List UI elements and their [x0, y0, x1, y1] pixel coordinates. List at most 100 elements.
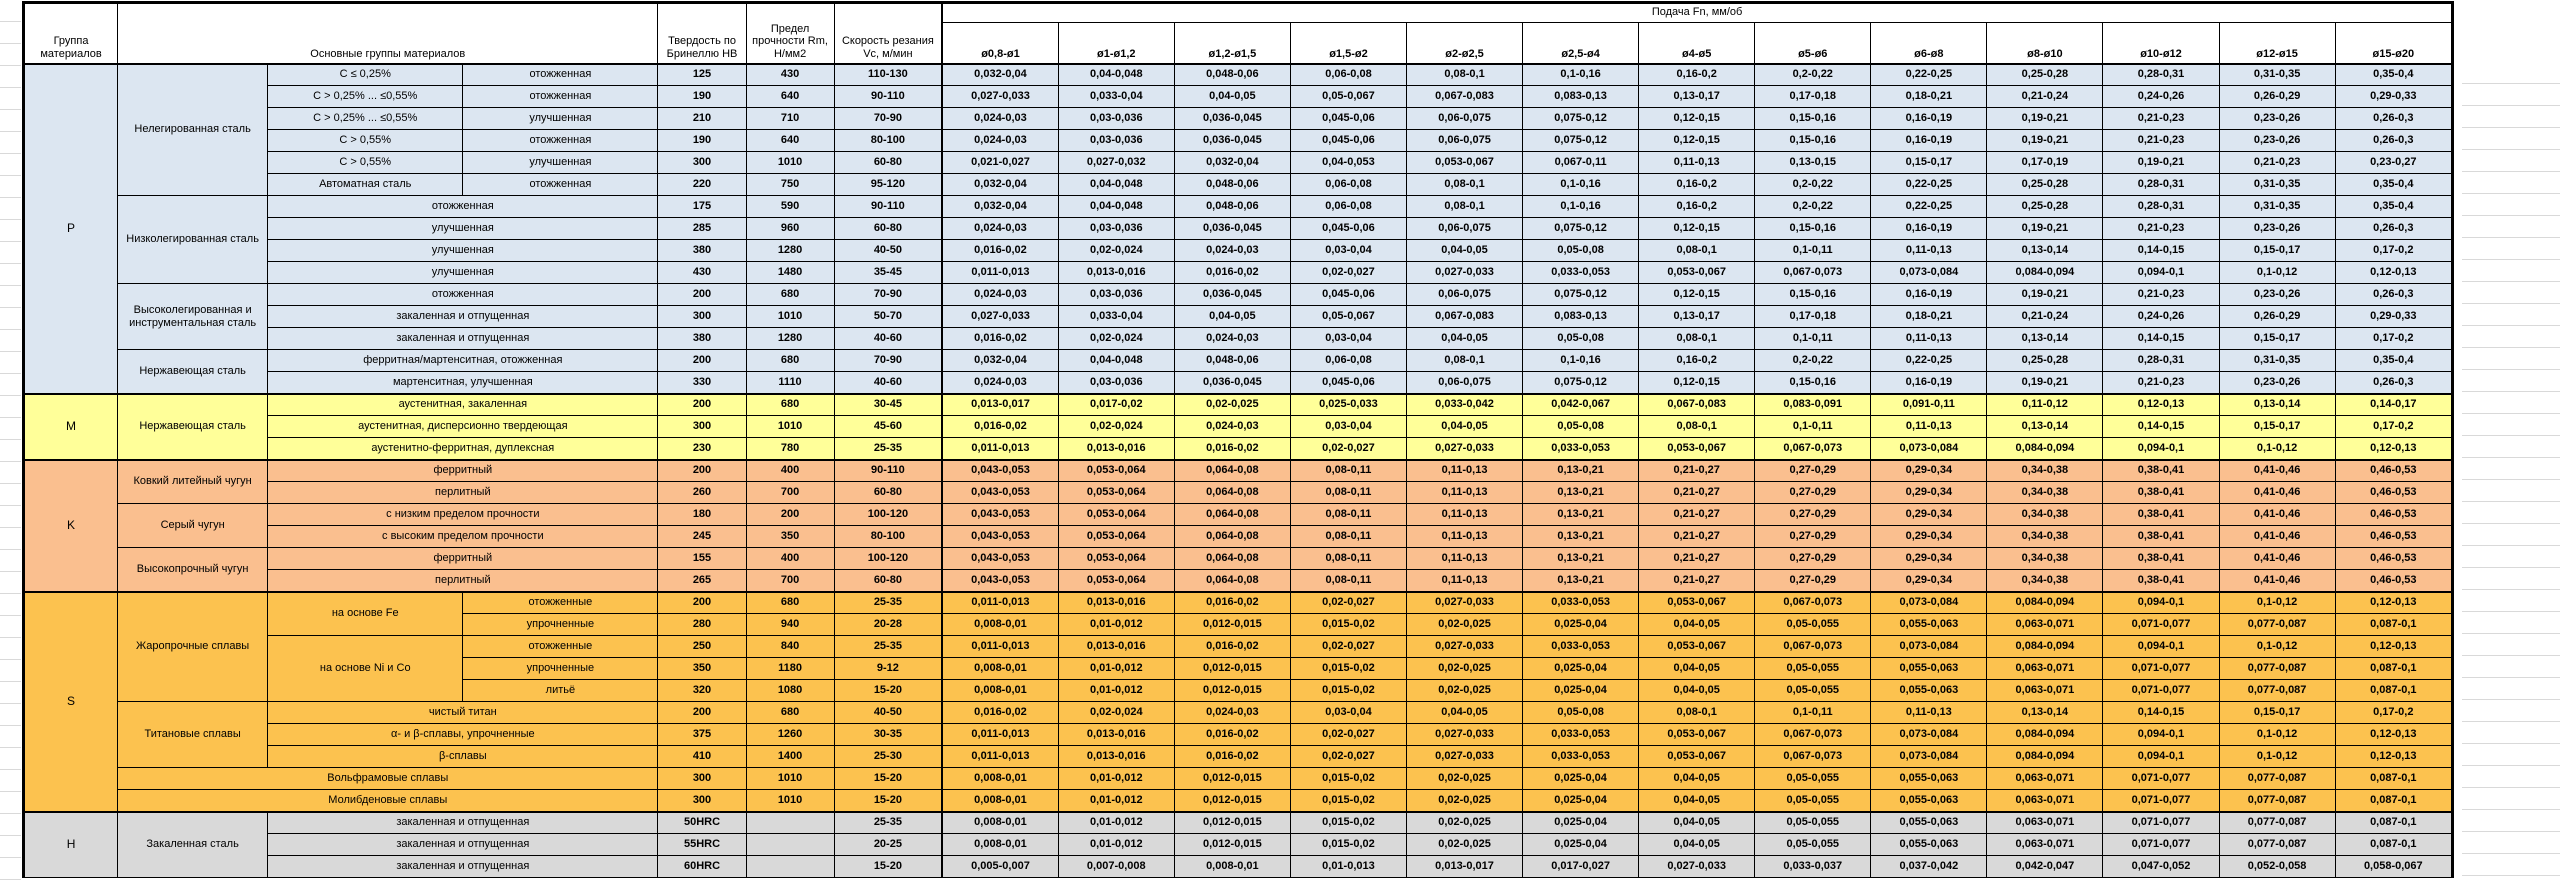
sheet-left-gutter	[0, 0, 21, 880]
feed-cell: 0,015-0,02	[1289, 657, 1407, 680]
feed-cell: 0,41-0,46	[2218, 481, 2336, 504]
speed-cell: 110-130	[833, 62, 943, 86]
feed-cell: 0,38-0,41	[2102, 481, 2220, 504]
strength-cell: 1110	[745, 371, 835, 394]
feed-cell: 0,04-0,05	[1638, 767, 1756, 790]
feed-cell: 0,03-0,036	[1057, 371, 1175, 394]
feed-cell: 0,071-0,077	[2102, 657, 2220, 680]
feed-cell: 0,077-0,087	[2218, 810, 2336, 834]
feed-cell: 0,033-0,04	[1057, 305, 1175, 328]
feed-cell: 0,06-0,075	[1405, 107, 1524, 130]
feed-cell: 0,02-0,025	[1405, 679, 1524, 702]
speed-cell: 60-80	[833, 217, 943, 240]
material-cell: отожженная	[267, 283, 659, 306]
table-row: C > 0,25% ... ≤0,55% отожженная 190 640 90-1…	[25, 85, 2453, 108]
feed-cell: 0,21-0,23	[2102, 283, 2220, 306]
feed-cell: 0,053-0,064	[1057, 458, 1175, 482]
feed-cell: 0,007-0,008	[1057, 855, 1175, 878]
feed-cell: 0,06-0,08	[1289, 173, 1407, 196]
feed-cell: 0,31-0,35	[2218, 349, 2336, 372]
feed-cell: 0,043-0,053	[941, 458, 1059, 482]
feed-cell: 0,073-0,084	[1870, 635, 1988, 658]
header-feed-diameter: ø2-ø2,5	[1405, 22, 1524, 64]
feed-cell: 0,053-0,064	[1057, 503, 1175, 526]
feed-cell: 0,011-0,013	[941, 723, 1059, 746]
feed-cell: 0,21-0,27	[1638, 547, 1756, 570]
material-cell: на основе Ni и Co	[267, 635, 464, 702]
feed-cell: 0,087-0,1	[2334, 613, 2453, 636]
feed-cell: 0,46-0,53	[2334, 503, 2453, 526]
feed-cell: 0,11-0,13	[1870, 415, 1988, 438]
feed-cell: 0,04-0,05	[1638, 657, 1756, 680]
strength-cell: 1080	[745, 679, 835, 702]
feed-cell: 0,26-0,29	[2218, 305, 2336, 328]
feed-cell: 0,35-0,4	[2334, 349, 2453, 372]
material-cell: Закаленная сталь	[117, 810, 269, 878]
feed-cell: 0,04-0,05	[1173, 305, 1291, 328]
feed-cell: 0,025-0,033	[1289, 392, 1407, 416]
feed-cell: 0,016-0,02	[1173, 437, 1291, 460]
feed-cell: 0,1-0,12	[2218, 745, 2336, 768]
feed-cell: 0,1-0,11	[1754, 415, 1872, 438]
feed-cell: 0,025-0,04	[1522, 833, 1640, 856]
feed-cell: 0,29-0,34	[1870, 569, 1988, 592]
feed-cell: 0,31-0,35	[2218, 62, 2336, 86]
material-cell: Нержавеющая сталь	[117, 392, 269, 460]
feed-cell: 0,04-0,048	[1057, 62, 1175, 86]
feed-cell: 0,048-0,06	[1173, 195, 1291, 218]
feed-cell: 0,015-0,02	[1289, 613, 1407, 636]
feed-cell: 0,055-0,063	[1870, 833, 1988, 856]
feed-cell: 0,05-0,067	[1289, 305, 1407, 328]
strength-cell	[745, 855, 835, 878]
feed-cell: 0,11-0,13	[1405, 569, 1524, 592]
header-feed-diameter: ø5-ø6	[1754, 22, 1872, 64]
table-row: M Нержавеющая сталь аустенитная, закаленна…	[23, 392, 2453, 460]
speed-cell: 70-90	[833, 349, 943, 372]
table-row: β-сплавы 410 1400 25-30 0,011-0,013 0,013-0,0…	[25, 745, 2453, 768]
feed-cell: 0,063-0,071	[1986, 679, 2104, 702]
speed-cell: 20-25	[833, 833, 943, 856]
feed-cell: 0,13-0,14	[1986, 239, 2104, 262]
feed-cell: 0,04-0,05	[1638, 789, 1756, 812]
feed-cell: 0,013-0,016	[1057, 261, 1175, 284]
header-feed-diameter: ø1-ø1,2	[1057, 22, 1175, 64]
feed-cell: 0,005-0,007	[941, 855, 1059, 878]
feed-cell: 0,008-0,01	[941, 767, 1059, 790]
material-cell: Низколегированная сталь	[117, 195, 269, 284]
feed-cell: 0,012-0,015	[1173, 789, 1291, 812]
feed-cell: 0,033-0,037	[1754, 855, 1872, 878]
feed-cell: 0,11-0,13	[1405, 547, 1524, 570]
strength-cell: 1280	[745, 239, 835, 262]
speed-cell: 70-90	[833, 283, 943, 306]
hardness-cell: 175	[657, 195, 747, 218]
material-cell: отожженные	[462, 635, 659, 658]
feed-cell: 0,075-0,12	[1522, 283, 1640, 306]
feed-cell: 0,087-0,1	[2334, 833, 2453, 856]
feed-cell: 0,045-0,06	[1289, 129, 1407, 152]
feed-cell: 0,2-0,22	[1754, 173, 1872, 196]
speed-cell: 30-35	[833, 723, 943, 746]
feed-cell: 0,11-0,13	[1638, 151, 1756, 174]
hardness-cell: 380	[657, 327, 747, 350]
feed-cell: 0,084-0,094	[1986, 723, 2104, 746]
feed-cell: 0,02-0,024	[1057, 701, 1175, 724]
table-body: P Нелегированная сталь C ≤ 0,25% отожженная…	[23, 62, 2453, 878]
feed-cell: 0,084-0,094	[1986, 635, 2104, 658]
hardness-cell: 280	[657, 613, 747, 636]
feed-cell: 0,05-0,055	[1754, 767, 1872, 790]
table-row: мартенситная, улучшенная 330 1110 40-60 0,02…	[25, 371, 2453, 394]
feed-cell: 0,024-0,03	[1173, 701, 1291, 724]
feed-cell: 0,05-0,08	[1522, 327, 1640, 350]
feed-cell: 0,12-0,13	[2102, 392, 2220, 416]
feed-cell: 0,06-0,075	[1405, 217, 1524, 240]
feed-cell: 0,26-0,3	[2334, 217, 2453, 240]
feed-cell: 0,033-0,053	[1522, 745, 1640, 768]
hardness-cell: 190	[657, 85, 747, 108]
speed-cell: 20-28	[833, 613, 943, 636]
feed-cell: 0,013-0,016	[1057, 635, 1175, 658]
feed-cell: 0,032-0,04	[941, 62, 1059, 86]
material-cell: Жаропрочные сплавы	[117, 590, 269, 702]
hardness-cell: 155	[657, 547, 747, 570]
feed-cell: 0,06-0,08	[1289, 349, 1407, 372]
hardness-cell: 380	[657, 239, 747, 262]
